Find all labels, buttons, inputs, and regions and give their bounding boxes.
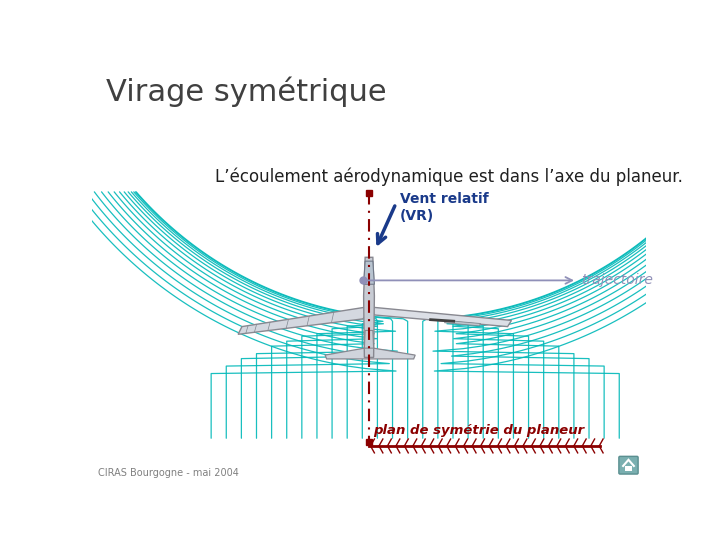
Polygon shape (364, 261, 374, 284)
Text: Virage symétrique: Virage symétrique (106, 77, 387, 107)
Text: Vent relatif
(VR): Vent relatif (VR) (400, 192, 488, 223)
FancyBboxPatch shape (619, 456, 638, 474)
Polygon shape (238, 307, 374, 334)
Text: plan de symétrie du planeur: plan de symétrie du planeur (373, 424, 584, 437)
Polygon shape (364, 330, 374, 348)
Text: trajectoire: trajectoire (581, 273, 652, 287)
Polygon shape (444, 320, 481, 326)
Polygon shape (364, 307, 511, 327)
Bar (626, 466, 631, 470)
FancyBboxPatch shape (211, 192, 619, 438)
Polygon shape (325, 348, 415, 359)
Polygon shape (364, 257, 374, 357)
Text: L’écoulement aérodynamique est dans l’axe du planeur.: L’écoulement aérodynamique est dans l’ax… (215, 167, 683, 186)
Text: CIRAS Bourgogne - mai 2004: CIRAS Bourgogne - mai 2004 (98, 468, 239, 478)
